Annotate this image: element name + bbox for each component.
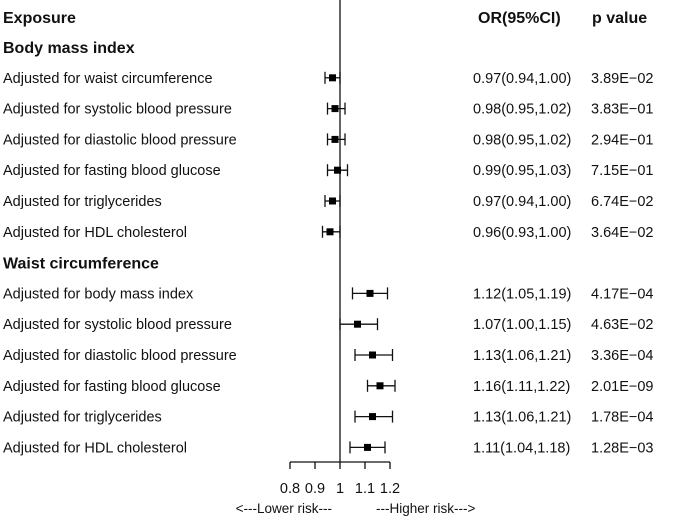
or-point: [366, 289, 374, 297]
or-ci-value: 0.99(0.95,1.03): [473, 163, 571, 179]
row-label: Adjusted for systolic blood pressure: [3, 102, 232, 118]
or-ci-value: 0.97(0.94,1.00): [473, 71, 571, 87]
or-point: [334, 166, 341, 174]
or-ci-value: 1.16(1.11,1.22): [473, 379, 570, 395]
exposure-header: Exposure: [3, 10, 76, 27]
row-label: Adjusted for fasting blood glucose: [3, 379, 221, 395]
p-value: 3.89E−02: [591, 71, 654, 87]
lower-risk-label: <---Lower risk---: [236, 501, 332, 516]
p-value: 7.15E−01: [591, 163, 654, 179]
row-label: Adjusted for diastolic blood pressure: [3, 348, 237, 364]
row-label: Adjusted for body mass index: [3, 286, 194, 302]
row-label: Adjusted for triglycerides: [3, 194, 162, 210]
p-value: 3.83E−01: [591, 102, 654, 118]
p-value-header: p value: [592, 10, 647, 27]
or-point: [354, 320, 361, 328]
or-point: [369, 413, 376, 421]
p-value: 4.63E−02: [591, 317, 654, 333]
p-value: 1.78E−04: [591, 410, 654, 426]
or-ci-value: 0.98(0.95,1.02): [473, 102, 571, 118]
higher-risk-label: ---Higher risk--->: [376, 501, 475, 516]
x-tick-label: 0.9: [305, 481, 325, 497]
or-ci-value: 1.13(1.06,1.21): [473, 410, 571, 426]
x-axis: 0.8 0.9 1 1.1 1.2: [280, 461, 400, 497]
x-tick-label: 0.8: [280, 481, 300, 497]
or-point: [326, 228, 334, 236]
group-heading: Waist circumference: [3, 256, 159, 273]
or-ci-value: 0.97(0.94,1.00): [473, 194, 571, 210]
row-label: Adjusted for triglycerides: [3, 410, 162, 426]
p-value: 3.36E−04: [591, 348, 654, 364]
or-ci-value: 1.07(1.00,1.15): [473, 317, 571, 333]
x-tick-label: 1.1: [355, 481, 375, 497]
or-ci-value: 1.11(1.04,1.18): [473, 440, 570, 456]
or-ci-value: 1.13(1.06,1.21): [473, 348, 571, 364]
or-point: [331, 135, 339, 143]
row-label: Adjusted for HDL cholesterol: [3, 225, 187, 241]
row-label: Adjusted for systolic blood pressure: [3, 317, 232, 333]
p-value: 6.74E−02: [591, 194, 654, 210]
row-label: Adjusted for diastolic blood pressure: [3, 132, 237, 148]
p-value: 4.17E−04: [591, 286, 654, 302]
or-point: [376, 382, 384, 390]
group-heading: Body mass index: [3, 40, 135, 57]
p-value: 2.94E−01: [591, 132, 654, 148]
or-point: [369, 351, 376, 359]
or-header: OR(95%CI): [478, 10, 561, 27]
or-point: [329, 197, 336, 205]
row-label: Adjusted for HDL cholesterol: [3, 440, 187, 456]
row-label: Adjusted for fasting blood glucose: [3, 163, 221, 179]
or-point: [329, 74, 336, 82]
forest-rows: Body mass index Adjusted for waist circum…: [3, 40, 654, 456]
or-ci-value: 0.98(0.95,1.02): [473, 132, 571, 148]
x-tick-label: 1: [336, 481, 344, 497]
or-point: [364, 443, 371, 451]
p-value: 2.01E−09: [591, 379, 654, 395]
p-value: 1.28E−03: [591, 440, 654, 456]
x-tick-label: 1.2: [380, 481, 400, 497]
or-ci-value: 1.12(1.05,1.19): [473, 286, 571, 302]
p-value: 3.64E−02: [591, 225, 654, 241]
or-point: [331, 105, 339, 113]
or-ci-value: 0.96(0.93,1.00): [473, 225, 571, 241]
row-label: Adjusted for waist circumference: [3, 71, 213, 87]
